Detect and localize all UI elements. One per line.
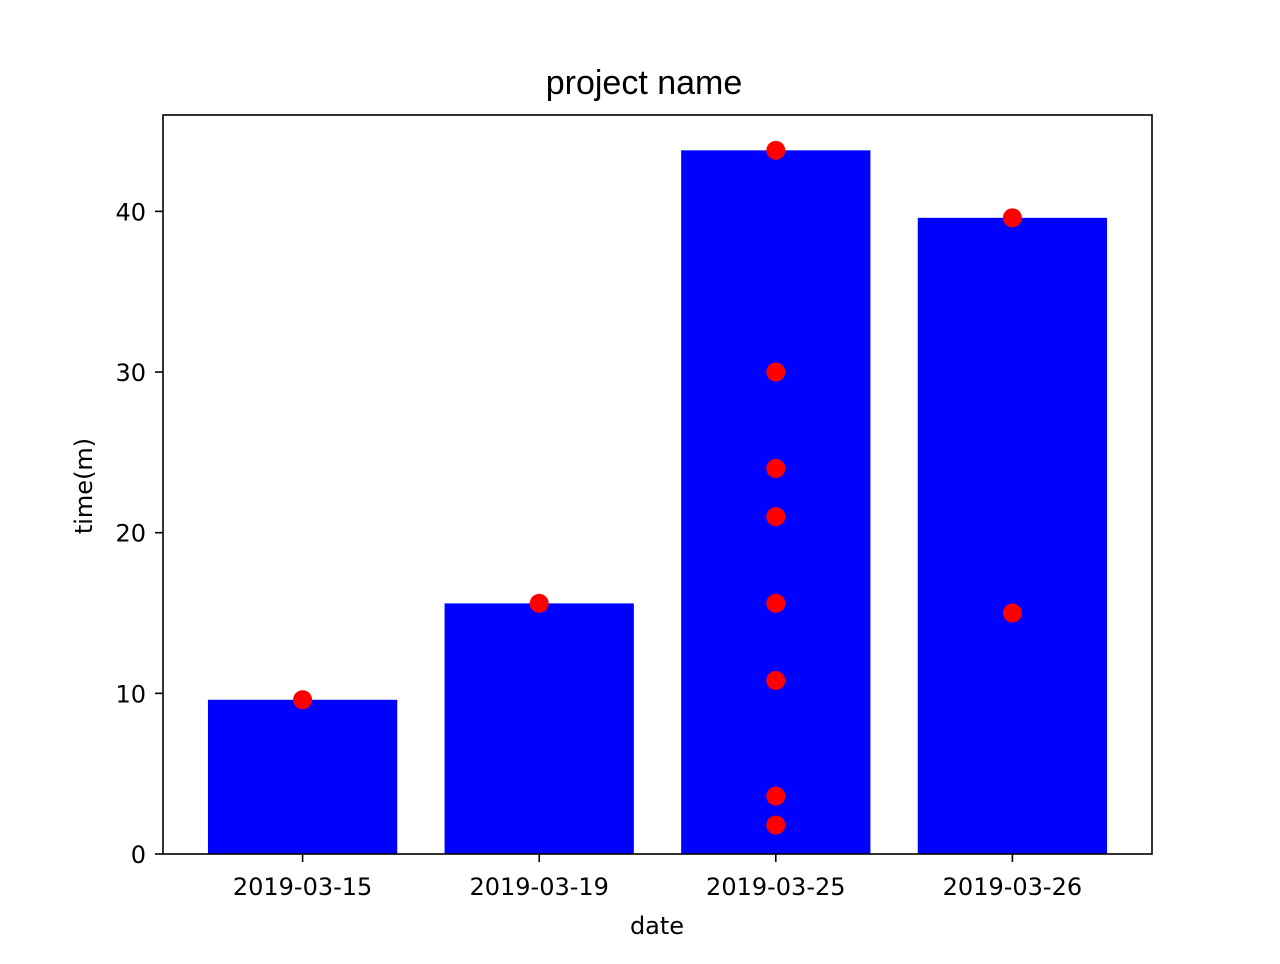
data-point-2019-03-25-3 (766, 458, 786, 478)
x-axis-ticks: 2019-03-15 2019-03-19 2019-03-25 2019-03-26 (233, 854, 1082, 901)
data-point-2019-03-15-1 (293, 690, 313, 710)
x-axis-label: date (630, 912, 684, 940)
y-axis-ticks: 0 10 20 30 40 (115, 198, 163, 869)
bars-layer (207, 150, 1108, 855)
x-tick-label-2019-03-25: 2019-03-25 (706, 873, 845, 901)
y-tick-label-20: 20 (115, 520, 146, 548)
data-point-2019-03-25-8 (766, 815, 786, 835)
bar-2019-03-19 (444, 603, 634, 854)
y-tick-label-40: 40 (115, 198, 146, 226)
data-point-2019-03-25-6 (766, 670, 786, 690)
x-tick-label-2019-03-19: 2019-03-19 (469, 873, 608, 901)
data-point-2019-03-25-7 (766, 786, 786, 806)
x-tick-label-2019-03-15: 2019-03-15 (233, 873, 372, 901)
x-tick-label-2019-03-26: 2019-03-26 (943, 873, 1082, 901)
bar-2019-03-25 (681, 150, 871, 854)
y-axis-label: time(m) (70, 438, 98, 534)
data-point-2019-03-26-2 (1002, 603, 1022, 623)
data-point-2019-03-19-1 (529, 593, 549, 613)
y-tick-label-10: 10 (115, 680, 146, 708)
bar-2019-03-15 (207, 699, 398, 854)
y-tick-label-30: 30 (115, 359, 146, 387)
chart-title: project name (546, 64, 743, 102)
plot-frame (162, 114, 1153, 855)
bar-2019-03-26 (917, 217, 1108, 855)
data-point-2019-03-25-1 (766, 140, 786, 160)
data-point-2019-03-25-4 (766, 507, 786, 527)
data-point-2019-03-26-1 (1002, 208, 1022, 228)
data-point-2019-03-25-2 (766, 362, 786, 382)
data-point-2019-03-25-5 (766, 593, 786, 613)
points-layer (293, 140, 1022, 835)
y-tick-label-0: 0 (131, 841, 146, 869)
